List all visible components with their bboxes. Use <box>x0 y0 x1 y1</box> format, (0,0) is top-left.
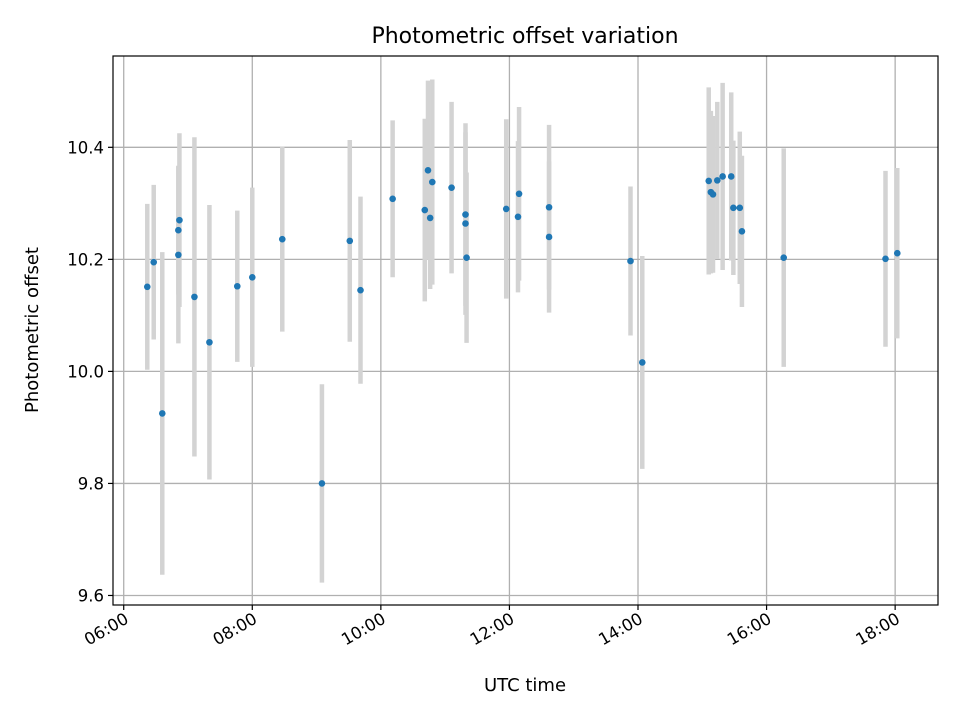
chart-title: Photometric offset variation <box>371 24 678 49</box>
data-point <box>176 216 183 224</box>
data-point <box>346 237 354 245</box>
data-point <box>206 338 213 346</box>
data-point <box>545 233 553 241</box>
x-axis-label: UTC time <box>484 675 566 696</box>
data-point <box>143 283 151 291</box>
data-point <box>882 255 889 263</box>
plot-frame <box>112 55 939 606</box>
data-point <box>514 213 522 221</box>
data-points <box>143 166 901 487</box>
data-point <box>150 258 158 266</box>
data-point <box>428 178 436 186</box>
data-point <box>736 204 744 212</box>
data-point <box>426 214 434 222</box>
y-tick-label: 10.0 <box>67 362 104 381</box>
data-point <box>893 249 901 257</box>
data-point <box>175 251 182 259</box>
data-point <box>727 173 735 180</box>
y-tick-label: 10.2 <box>67 250 104 269</box>
data-point <box>424 166 432 174</box>
y-tick-label: 10.4 <box>67 138 104 157</box>
data-point <box>545 203 553 211</box>
data-point <box>719 173 726 180</box>
data-point <box>233 282 241 290</box>
data-point <box>705 177 713 185</box>
data-point <box>730 204 737 212</box>
data-point <box>389 195 396 203</box>
data-point <box>278 235 286 243</box>
data-point <box>502 205 510 213</box>
data-point <box>158 410 166 417</box>
y-axis: 9.6 9.8 10.0 10.2 10.4 <box>67 138 113 605</box>
y-axis-label: Photometric offset <box>22 247 43 413</box>
data-point <box>462 220 469 227</box>
data-point <box>713 177 721 184</box>
data-point <box>175 226 182 234</box>
data-point <box>448 184 455 191</box>
data-point <box>709 191 717 198</box>
data-point <box>638 359 646 366</box>
data-point <box>191 293 198 301</box>
data-point <box>357 286 364 294</box>
data-point <box>421 206 429 214</box>
data-point <box>318 480 326 487</box>
data-point <box>780 254 788 261</box>
y-tick-label: 9.8 <box>78 474 104 493</box>
data-point <box>248 273 256 281</box>
data-point <box>738 228 746 235</box>
y-tick-label: 9.6 <box>78 586 104 605</box>
data-point <box>462 211 469 218</box>
data-point <box>627 257 634 265</box>
data-point <box>463 254 470 261</box>
data-point <box>515 190 523 198</box>
